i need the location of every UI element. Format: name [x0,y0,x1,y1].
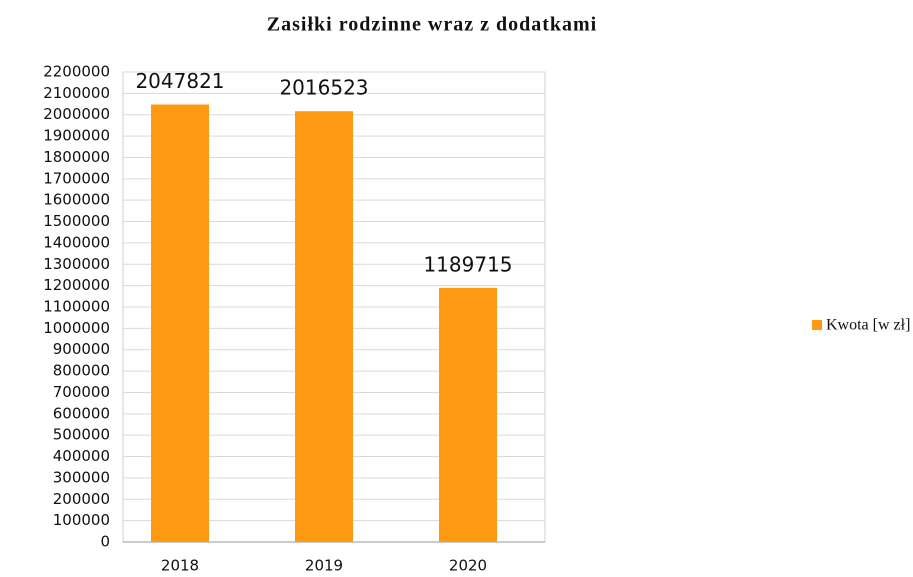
y-tick-label: 300000 [53,468,110,486]
y-tick-label: 500000 [53,426,110,444]
y-tick-label: 0 [100,533,110,551]
x-tick-label: 2018 [161,557,199,575]
x-tick-label: 2020 [449,557,487,575]
data-label: 1189715 [423,252,512,276]
y-tick-label: 1100000 [43,298,110,316]
y-tick-label: 1900000 [43,127,110,145]
y-tick-label: 400000 [53,447,110,465]
data-label: 2016523 [279,76,368,100]
bar [151,104,209,542]
y-tick-label: 200000 [53,490,110,508]
legend-swatch [812,320,822,330]
legend-label: Kwota [w zł] [826,317,910,334]
bar [295,111,353,542]
y-tick-label: 1000000 [43,319,110,337]
data-label: 2047821 [135,69,224,93]
y-tick-label: 1200000 [43,276,110,294]
y-tick-label: 800000 [53,362,110,380]
bar [439,287,497,542]
y-tick-label: 100000 [53,511,110,529]
y-tick-label: 700000 [53,383,110,401]
y-tick-label: 1500000 [43,212,110,230]
x-tick-label: 2019 [305,557,343,575]
y-tick-label: 1700000 [43,169,110,187]
y-tick-label: 2000000 [43,105,110,123]
y-tick-label: 2100000 [43,84,110,102]
y-tick-label: 600000 [53,404,110,422]
y-tick-label: 1300000 [43,255,110,273]
chart-title: Zasiłki rodzinne wraz z dodatkami [267,14,597,36]
y-tick-label: 1600000 [43,191,110,209]
y-tick-label: 1800000 [43,148,110,166]
y-tick-label: 900000 [53,340,110,358]
y-tick-label: 1400000 [43,233,110,251]
y-tick-label: 2200000 [43,63,110,81]
